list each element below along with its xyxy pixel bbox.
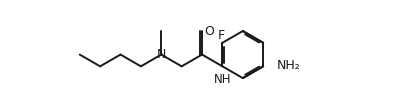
Text: O: O [204, 25, 213, 38]
Text: NH: NH [214, 73, 231, 86]
Text: NH₂: NH₂ [277, 59, 300, 72]
Text: F: F [217, 29, 224, 42]
Text: N: N [156, 48, 166, 61]
